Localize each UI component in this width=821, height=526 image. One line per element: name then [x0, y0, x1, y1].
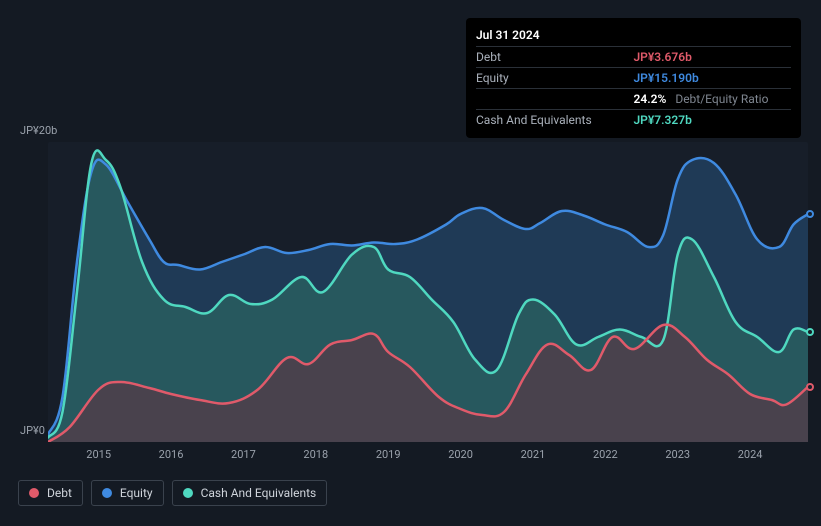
x-axis-label: 2020	[448, 448, 473, 461]
x-axis-label: 2024	[738, 448, 763, 461]
y-axis-label-top: JP¥20b	[20, 124, 57, 137]
legend-swatch-icon	[102, 488, 112, 498]
series-end-marker	[806, 328, 814, 336]
tooltip-row: EquityJP¥15.190b	[476, 67, 791, 88]
legend-label: Debt	[47, 486, 72, 500]
tooltip-row-label: Cash And Equivalents	[476, 113, 634, 127]
tooltip-row-label: Equity	[476, 71, 634, 85]
x-axis-label: 2018	[303, 448, 328, 461]
tooltip-row: 24.2% Debt/Equity Ratio	[476, 88, 791, 109]
series-end-marker	[806, 210, 814, 218]
tooltip-row-value: JP¥3.676b	[634, 50, 792, 64]
tooltip-row-extra: Debt/Equity Ratio	[672, 92, 768, 106]
tooltip-row-value: 24.2% Debt/Equity Ratio	[634, 92, 792, 106]
x-axis-label: 2017	[231, 448, 256, 461]
y-axis-label-bottom: JP¥0	[20, 424, 45, 437]
chart-legend: Debt Equity Cash And Equivalents	[18, 480, 327, 506]
x-axis-label: 2016	[159, 448, 184, 461]
tooltip-row-value: JP¥15.190b	[634, 71, 792, 85]
x-axis-label: 2021	[521, 448, 546, 461]
legend-swatch-icon	[29, 488, 39, 498]
tooltip-row: DebtJP¥3.676b	[476, 46, 791, 67]
series-end-marker	[806, 383, 814, 391]
tooltip-date: Jul 31 2024	[476, 26, 791, 46]
legend-label: Cash And Equivalents	[201, 486, 317, 500]
x-axis-labels: 2015 2016 2017 2018 2019 2020 2021 2022 2023 2024	[48, 448, 808, 466]
legend-item[interactable]: Cash And Equivalents	[172, 480, 328, 506]
chart-tooltip: Jul 31 2024 DebtJP¥3.676bEquityJP¥15.190…	[466, 18, 801, 138]
tooltip-row: Cash And EquivalentsJP¥7.327b	[476, 109, 791, 130]
x-axis-label: 2023	[665, 448, 690, 461]
legend-swatch-icon	[183, 488, 193, 498]
x-axis-label: 2019	[376, 448, 401, 461]
x-axis-label: 2022	[593, 448, 618, 461]
tooltip-row-value: JP¥7.327b	[634, 113, 792, 127]
tooltip-rows: DebtJP¥3.676bEquityJP¥15.190b24.2% Debt/…	[476, 46, 791, 130]
chart-plot-area[interactable]	[48, 142, 808, 442]
legend-item[interactable]: Equity	[91, 480, 164, 506]
tooltip-row-label: Debt	[476, 50, 634, 64]
legend-label: Equity	[120, 486, 153, 500]
x-axis-label: 2015	[86, 448, 111, 461]
chart-svg	[48, 142, 808, 442]
legend-item[interactable]: Debt	[18, 480, 83, 506]
